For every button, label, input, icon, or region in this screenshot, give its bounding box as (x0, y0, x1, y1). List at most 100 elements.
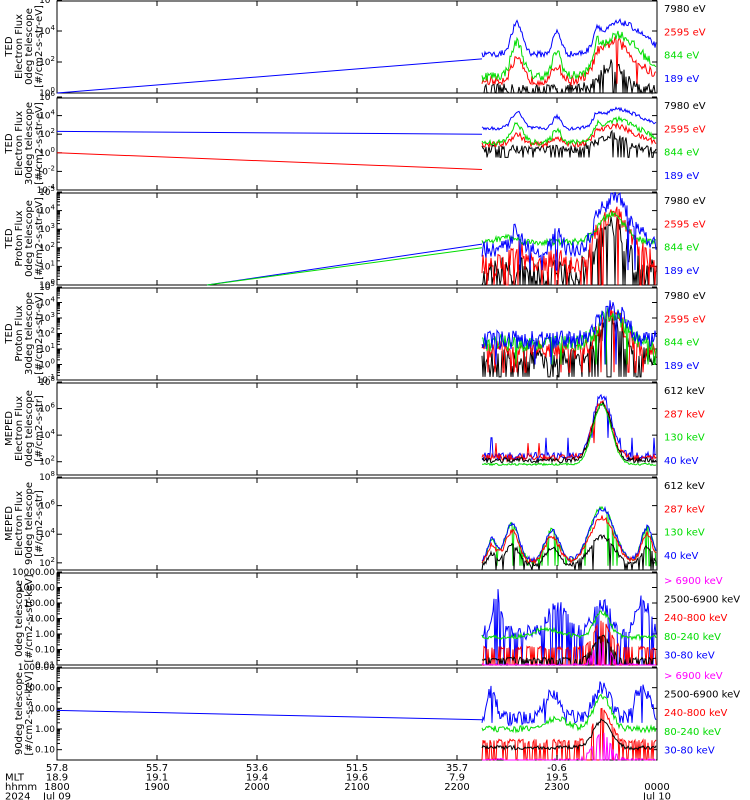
trace-287kev (481, 399, 657, 463)
y-axis-label: 90deg telescope (14, 672, 25, 755)
trace-2595ev (481, 306, 657, 373)
panel-frame (56, 0, 658, 94)
legend-entry: 844 eV (664, 243, 699, 254)
legend-entry: 844 eV (664, 148, 699, 159)
legend-entry: > 6900 keV (664, 576, 723, 587)
ytick-label: 102 (39, 127, 55, 140)
ytick-label: 101 (39, 342, 55, 355)
trace-612kev (481, 534, 657, 571)
xtick-label: 19.1 (146, 773, 168, 784)
ytick-label: 100.00 (24, 599, 56, 609)
xtick-label: 35.7 (446, 763, 468, 774)
ytick-label: 100 (39, 278, 55, 291)
legend-entry: 30-80 keV (664, 745, 715, 756)
y-axis-label: 30deg telescope (24, 102, 35, 185)
ytick-label: 104 (39, 527, 55, 540)
trace-844ev-interp (206, 247, 483, 286)
ytick-label: 1000.00 (18, 663, 55, 673)
ytick-label: 100 (39, 146, 55, 159)
ytick-label: 108 (39, 375, 55, 388)
trace-6900kev (482, 732, 656, 762)
legend-entry: 2595 eV (664, 314, 706, 325)
y-axis-label: 30deg telescope (24, 292, 35, 375)
trace-612kev (481, 401, 657, 465)
xtick-label: 2200 (444, 782, 469, 793)
y-axis-label: [#/cm2-s-str-eV] (34, 197, 45, 280)
y-axis-label: Proton Flux (14, 305, 25, 361)
x-row-label: hhmm (5, 782, 37, 793)
legend-entry: 7980 eV (664, 4, 706, 15)
panel-4: 10-1 100 101 102 103 104 105 TED Proton Flux 30de… (4, 280, 706, 386)
ytick-label: 106 (39, 499, 55, 512)
legend-entry: 189 eV (664, 361, 699, 372)
trace-189ev (481, 191, 657, 271)
xtick-label: 57.8 (46, 763, 68, 774)
xtick-label: 0000 (644, 782, 669, 793)
y-axis-label: [#/cm2-s-str-eV] (34, 5, 45, 88)
panel-2: 10-4 10-2 100 102 104 106 TED Electron Flux 30de… (4, 90, 706, 196)
ytick-label: 10-4 (37, 183, 56, 196)
xtick-label: 7.9 (449, 773, 465, 784)
xtick-label: 51.5 (346, 763, 368, 774)
ytick-label: 10-2 (37, 164, 55, 177)
x-row-label: 2024 (5, 792, 30, 800)
xtick-label: 19.5 (546, 773, 568, 784)
legend-entry: 130 keV (664, 433, 705, 444)
legend-entry: 7980 eV (664, 101, 706, 112)
trace-30-80kev (481, 589, 657, 666)
y-axis-label: [#/cm2-s-str] (34, 490, 45, 557)
xtick-label: 2100 (344, 782, 369, 793)
xtick-label: Jul 09 (42, 792, 71, 800)
ytick-label: 1000.00 (18, 584, 55, 594)
panel-7: 0.01 0.10 1.00 10.00 100.00 1000.00 10000.00 0d… (12, 568, 740, 671)
y-axis-label: MEPED (4, 506, 15, 541)
ytick-label: 105 (39, 280, 55, 293)
ytick-label: 102 (39, 455, 55, 468)
y-axis-label: TED (4, 323, 15, 344)
y-axis-label: [#/cm2-s-str] (34, 395, 45, 462)
panel-6: 102 104 106 108 MEPED Electron Flux 90deg tele… (4, 470, 705, 571)
y-axis-label: [#/cm2-s-str-eV] (34, 292, 45, 375)
y-axis-label: [#/cm2-s-sr-keV] (24, 671, 35, 755)
trace-7980ev (481, 216, 657, 286)
y-axis-label: TED (4, 36, 15, 57)
y-axis-label: 0deg telescope (24, 200, 35, 277)
ytick-label: 0.01 (35, 661, 55, 671)
y-axis-label: Proton Flux (14, 210, 25, 266)
xtick-label: -0.6 (547, 763, 567, 774)
legend-entry: 40 keV (664, 551, 698, 562)
legend-entry: 189 eV (664, 171, 699, 182)
xtick-label: 1900 (144, 782, 169, 793)
ytick-label: 102 (39, 55, 55, 68)
legend-entry: 612 keV (664, 481, 705, 492)
ytick-label: 1.00 (35, 630, 55, 640)
y-axis-label: [#/cm2-s-str-eV] (34, 102, 45, 185)
ytick-label: 10-1 (37, 373, 55, 386)
legend-entry: 844 eV (664, 338, 699, 349)
y-axis-label: Electron Flux (14, 14, 25, 79)
trace-80-240kev (481, 693, 657, 734)
trace-189ev-interp (56, 130, 483, 135)
ytick-label: 105 (39, 185, 55, 198)
ytick-label: 100.00 (24, 684, 56, 694)
trace-189ev-interp (56, 58, 483, 94)
ytick-label: 103 (39, 311, 55, 324)
ytick-label: 108 (39, 470, 55, 483)
ytick-label: 100 (39, 358, 55, 371)
ytick-label: 106 (39, 90, 55, 103)
legend-entry: 287 keV (664, 409, 705, 420)
y-axis-label: 0deg telescope (14, 580, 25, 657)
xtick-label: 2300 (544, 782, 569, 793)
legend-entry: 612 keV (664, 386, 705, 397)
panel-frame (56, 477, 658, 571)
xtick-label: 55.7 (146, 763, 168, 774)
x-row-label: MLT (5, 773, 25, 784)
panel-5: 102 104 106 108 MEPED Electron Flux 0deg teles… (4, 375, 705, 476)
y-axis-label: Electron Flux (14, 396, 25, 461)
trace-189ev (481, 300, 657, 365)
legend-entry: 2500-6900 keV (664, 690, 740, 701)
xtick-label: Jul 10 (642, 792, 671, 800)
